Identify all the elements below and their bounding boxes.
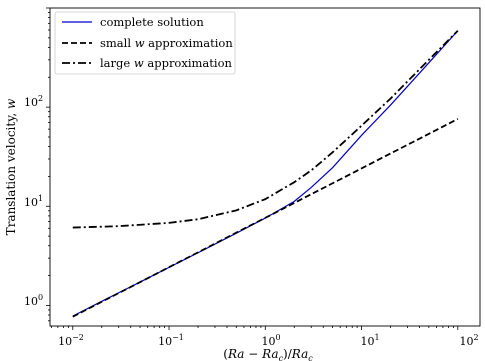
x-tick-label: 102 (459, 333, 478, 348)
y-tick-label: 101 (24, 194, 43, 209)
y-tick-label: 102 (24, 94, 43, 109)
legend-label-complete-solution: complete solution (100, 15, 204, 29)
legend: complete solution small w approximation … (54, 11, 236, 75)
legend-label-small-w: small w approximation (100, 36, 233, 50)
legend-label-large-w: large w approximation (100, 56, 233, 70)
x-tick-labels: 10−2 10−1 100 101 102 (58, 333, 478, 348)
y-axis-label: Translation velocity, w (4, 98, 18, 235)
series-layer (72, 30, 459, 318)
x-tick-label: 10−1 (158, 333, 184, 348)
y-tick-label: 100 (24, 293, 43, 308)
series-line-large-w-approximation (72, 30, 459, 229)
tick-layer (46, 7, 459, 330)
x-tick-label: 101 (360, 333, 379, 348)
legend-box (54, 11, 236, 75)
x-tick-label: 100 (261, 333, 280, 348)
y-tick-labels: 100 101 102 (24, 94, 43, 308)
x-tick-label: 10−2 (58, 333, 84, 348)
series-line-small-w-approximation (72, 118, 459, 318)
x-axis-label: (Ra − Rac)/Rac (223, 347, 313, 361)
